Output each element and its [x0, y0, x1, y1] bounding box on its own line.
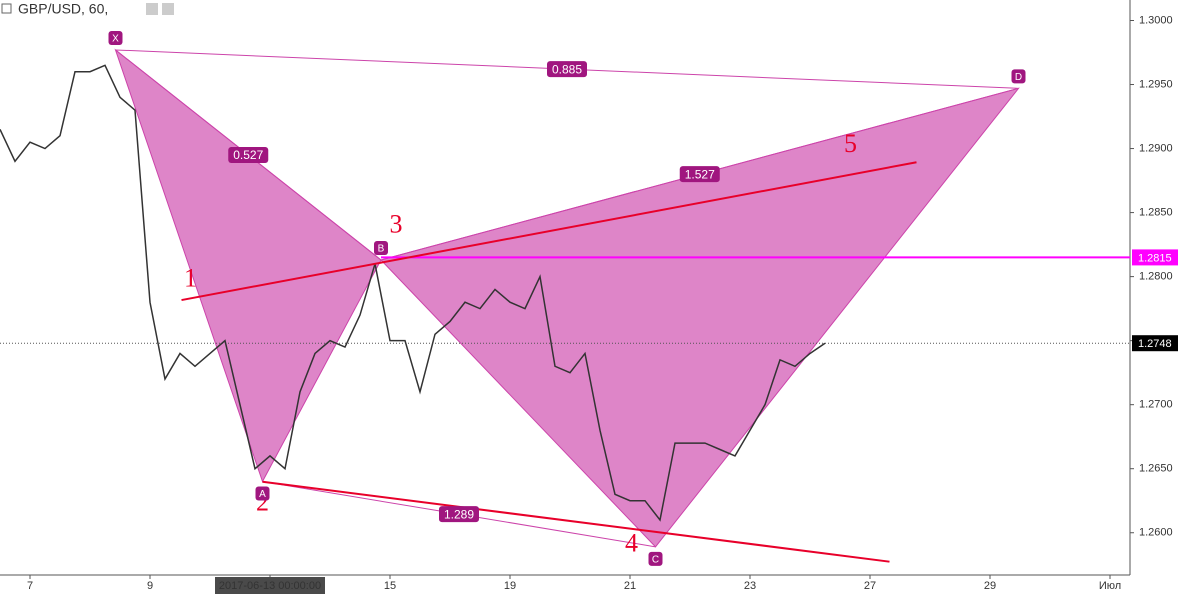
ratio-box: [228, 146, 269, 163]
ratio-box: [439, 506, 479, 523]
x-tick-label: Июл: [1099, 580, 1121, 592]
wave-label: 4: [625, 529, 638, 558]
x-tick-label: 2017-06-13 00:00:00: [219, 580, 321, 592]
x-tick-label: 29: [984, 580, 996, 592]
point-label: X: [112, 34, 119, 45]
point-label: A: [259, 489, 266, 500]
point-box: [255, 486, 270, 501]
price-badge-label: 1.2748: [1138, 338, 1172, 350]
ratio-label: 1.289: [444, 507, 474, 521]
x-tick-label: 7: [27, 580, 33, 592]
wave-label: 3: [390, 210, 403, 239]
x-tick-label: 19: [504, 580, 516, 592]
point-box: [108, 30, 123, 45]
point-label: C: [652, 554, 659, 565]
collapse-icon[interactable]: [1, 3, 12, 14]
x-tick-label: 9: [147, 580, 153, 592]
price-badge-label: 1.2815: [1138, 252, 1172, 264]
price-badge: [1132, 335, 1178, 352]
wave-label: 5: [844, 129, 857, 158]
point-label: D: [1015, 72, 1022, 83]
ratio-box: [547, 61, 587, 78]
y-tick-label: 1.2700: [1139, 399, 1173, 411]
y-tick-label: 1.2850: [1139, 206, 1173, 218]
point-label: B: [378, 244, 385, 255]
y-tick-label: 1.2800: [1139, 271, 1173, 283]
x-tick-label: 27: [864, 580, 876, 592]
point-box: [648, 551, 663, 566]
y-tick-label: 1.2650: [1139, 463, 1173, 475]
trend-line: [262, 480, 890, 563]
y-tick-label: 1.3000: [1139, 14, 1173, 26]
y-tick-label: 1.2950: [1139, 78, 1173, 90]
point-box: [374, 240, 388, 255]
crosshair-time-box: [215, 577, 325, 594]
ratio-label: 1.527: [685, 167, 715, 181]
y-tick-label: 1.2600: [1139, 527, 1173, 539]
x-tick-label: 23: [744, 580, 756, 592]
point-box: [1011, 69, 1026, 84]
ratio-label: 0.885: [552, 62, 582, 76]
x-tick-label: 15: [384, 580, 396, 592]
ratio-label: 0.527: [233, 148, 263, 162]
ratio-box: [679, 166, 720, 183]
price-badge: [1132, 249, 1178, 266]
y-tick-label: 1.2900: [1139, 142, 1173, 154]
wave-label: 1: [184, 263, 197, 292]
price-line: [0, 64, 826, 522]
close-icon[interactable]: [162, 3, 174, 15]
trend-line: [181, 161, 917, 302]
x-tick-label: 21: [624, 580, 636, 592]
settings-icon[interactable]: [146, 3, 158, 15]
chart-title: GBP/USD, 60,: [18, 1, 108, 17]
